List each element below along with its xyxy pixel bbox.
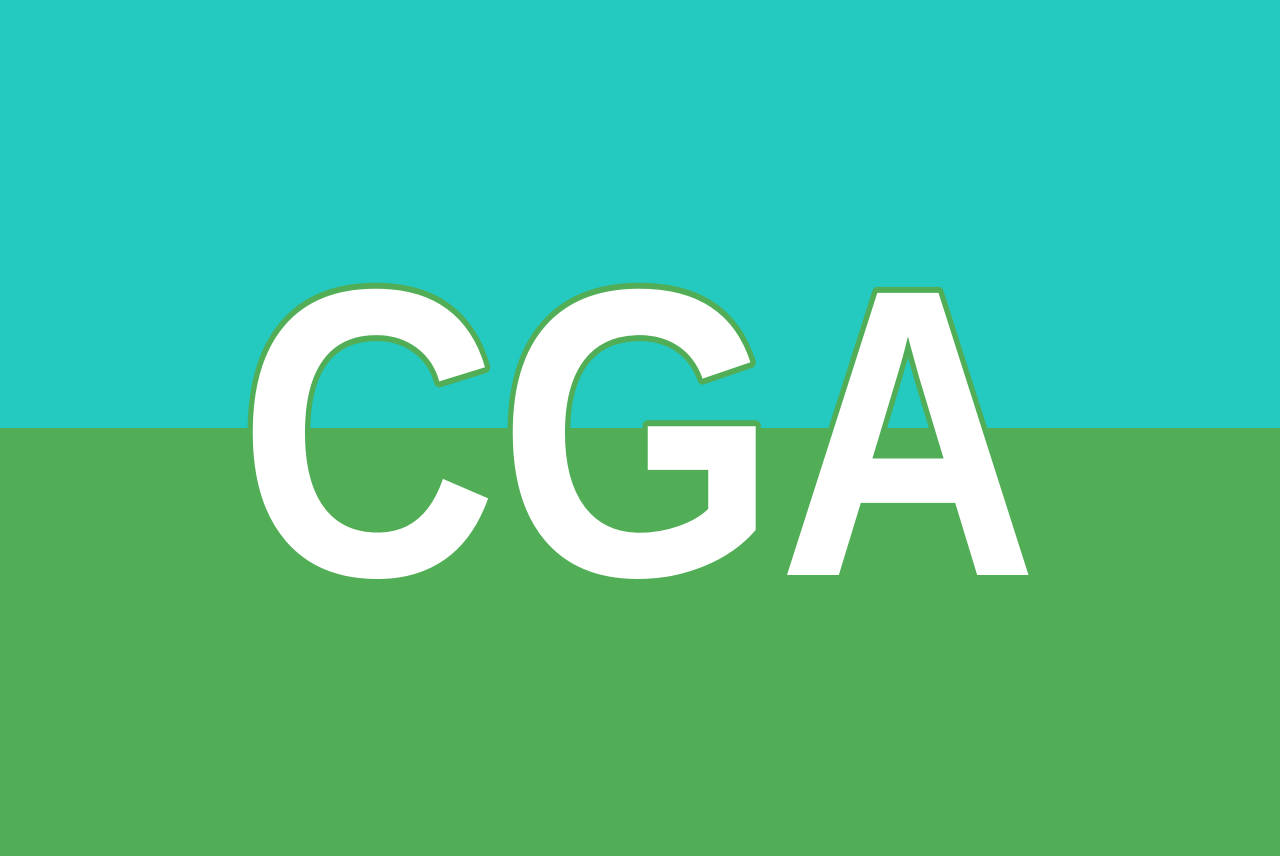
bottom-stripe [0,428,1280,856]
cga-text: CGA [238,204,1038,662]
top-stripe [0,0,1280,428]
